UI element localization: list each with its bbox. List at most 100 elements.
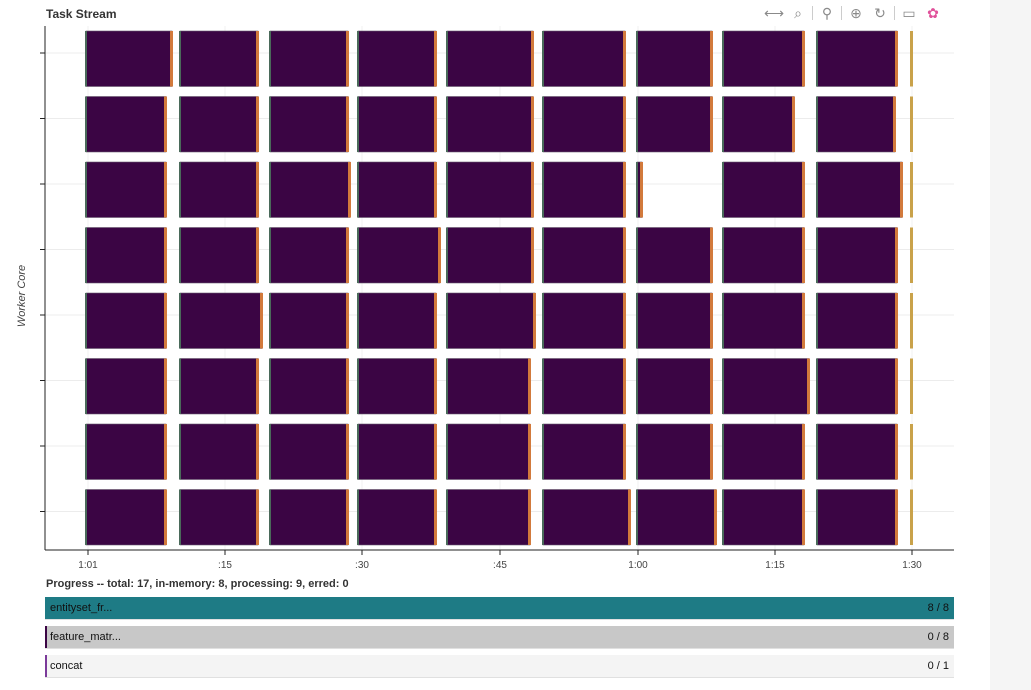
toolbar-divider — [841, 6, 842, 20]
task-tail-mark — [910, 227, 913, 283]
task-end-edge — [623, 31, 626, 87]
task-end-edge — [434, 293, 437, 349]
toolbar-divider — [812, 6, 813, 20]
task-block — [636, 423, 713, 480]
task-start-edge — [542, 424, 544, 480]
task-end-edge — [792, 96, 795, 152]
task-start-edge — [357, 358, 359, 414]
task-block — [816, 489, 898, 546]
toolbar-divider — [894, 6, 895, 20]
task-start-edge — [542, 227, 544, 283]
x-tick-label: :45 — [493, 560, 507, 571]
task-start-edge — [636, 162, 638, 218]
task-start-edge — [636, 489, 638, 545]
reset-icon[interactable]: ↻ — [874, 4, 886, 21]
task-start-edge — [269, 424, 271, 480]
task-block — [269, 161, 351, 218]
task-start-edge — [542, 162, 544, 218]
task-block — [446, 161, 534, 218]
task-start-edge — [85, 424, 87, 480]
task-end-edge — [434, 162, 437, 218]
box-zoom-icon[interactable]: ⌕ — [794, 4, 802, 21]
task-end-edge — [346, 96, 349, 152]
task-start-edge — [269, 293, 271, 349]
task-block — [85, 227, 167, 284]
task-block — [357, 96, 437, 153]
task-end-edge — [710, 31, 713, 87]
bokeh-logo-icon[interactable]: ✿ — [927, 4, 939, 21]
task-block — [542, 489, 631, 546]
task-tail-mark — [910, 293, 913, 349]
task-end-edge — [531, 162, 534, 218]
task-end-edge — [895, 358, 898, 414]
task-end-edge — [628, 489, 631, 545]
task-start-edge — [542, 358, 544, 414]
task-end-edge — [623, 162, 626, 218]
task-end-edge — [802, 293, 805, 349]
progress-count: 0 / 8 — [927, 631, 949, 643]
task-end-edge — [802, 489, 805, 545]
pan-icon[interactable]: ⟷ — [763, 4, 785, 21]
task-end-edge — [346, 31, 349, 87]
task-block — [446, 292, 536, 349]
task-block — [722, 358, 810, 415]
task-end-edge — [256, 227, 259, 283]
task-tail-mark — [910, 162, 913, 218]
task-block — [542, 292, 626, 349]
hover-icon[interactable]: ▭ — [902, 4, 916, 21]
task-block — [542, 423, 626, 480]
task-block — [722, 292, 805, 349]
task-block — [85, 292, 167, 349]
task-start-edge — [722, 489, 724, 545]
zoom-in-icon[interactable]: ⊕ — [850, 4, 862, 21]
task-end-edge — [710, 227, 713, 283]
wheel-zoom-icon[interactable]: ⚲ — [821, 4, 833, 21]
task-end-edge — [260, 293, 263, 349]
task-block — [85, 489, 167, 546]
progress-label: concat — [50, 660, 83, 672]
task-block — [85, 161, 167, 218]
task-end-edge — [802, 227, 805, 283]
task-start-edge — [542, 489, 544, 545]
task-end-edge — [256, 424, 259, 480]
task-block — [446, 358, 531, 415]
task-start-edge — [636, 424, 638, 480]
task-end-edge — [640, 162, 643, 218]
task-end-edge — [895, 293, 898, 349]
task-end-edge — [256, 358, 259, 414]
task-end-edge — [434, 31, 437, 87]
progress-bar-entityset[interactable]: entityset_fr... 8 / 8 — [45, 597, 954, 620]
progress-bar-feature-matrix[interactable]: feature_matr... 0 / 8 — [45, 626, 954, 649]
task-end-edge — [164, 424, 167, 480]
task-end-edge — [895, 227, 898, 283]
task-start-edge — [446, 96, 448, 152]
task-block — [446, 489, 531, 546]
task-block — [542, 358, 626, 415]
task-block — [722, 30, 805, 87]
task-block — [269, 423, 349, 480]
progress-label: entityset_fr... — [50, 602, 113, 614]
task-block — [446, 423, 531, 480]
task-start-edge — [446, 162, 448, 218]
task-start-edge — [542, 96, 544, 152]
progress-bar-concat[interactable]: concat 0 / 1 — [45, 655, 954, 678]
task-end-edge — [434, 424, 437, 480]
task-start-edge — [722, 96, 724, 152]
task-block — [636, 292, 713, 349]
progress-label: feature_matr... — [50, 631, 121, 643]
task-start-edge — [179, 489, 181, 545]
task-block — [446, 227, 534, 284]
task-start-edge — [179, 358, 181, 414]
task-block — [357, 292, 437, 349]
task-end-edge — [900, 162, 903, 218]
task-stream-chart[interactable]: 1:01:15:30:45 1:00 1:15 1:30 — [0, 0, 990, 575]
task-block — [179, 30, 259, 87]
task-block — [269, 227, 349, 284]
task-end-edge — [438, 227, 441, 283]
task-block — [816, 30, 898, 87]
y-axis-label: Worker Core — [16, 264, 28, 328]
task-start-edge — [269, 227, 271, 283]
progress-marker — [45, 655, 47, 677]
task-end-edge — [434, 489, 437, 545]
task-end-edge — [710, 358, 713, 414]
